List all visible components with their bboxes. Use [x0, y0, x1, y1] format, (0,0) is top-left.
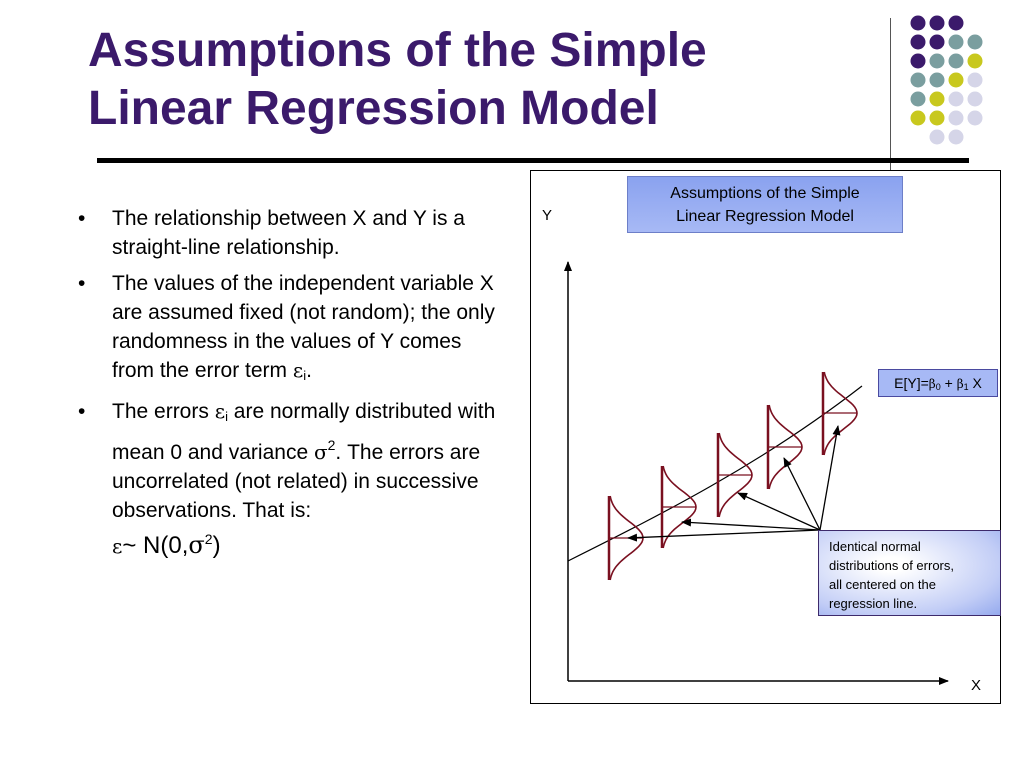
- decorative-dot-purple: [910, 34, 926, 50]
- epsilon-symbol: ε: [214, 399, 226, 423]
- pointer-arrow: [627, 529, 821, 542]
- note-line: regression line.: [829, 596, 918, 611]
- sigma-symbol: σ: [188, 531, 205, 559]
- period: .: [306, 359, 312, 382]
- superscript-2: 2: [204, 531, 213, 547]
- decorative-dot-lavender: [967, 72, 983, 88]
- bullet-text: are normally distributed with mean 0 and…: [112, 400, 496, 464]
- title-underline: [97, 158, 969, 163]
- error-distribution-note: Identical normal distributions of errors…: [818, 530, 1001, 616]
- equation-x: X: [968, 375, 982, 391]
- decorative-dot-lavender: [948, 91, 964, 107]
- note-line: all centered on the: [829, 577, 936, 592]
- epsilon-symbol: ε: [292, 358, 304, 382]
- diagram-title-line2: Linear Regression Model: [676, 208, 854, 225]
- bullet-text: The values of the independent variable X…: [112, 272, 495, 382]
- subscript-0: 0: [935, 382, 941, 392]
- epsilon-symbol: ε: [112, 534, 123, 558]
- decorative-dot-yellow: [929, 110, 945, 126]
- slide-title-line2: Linear Regression Model: [88, 82, 659, 135]
- bullet-text: The errors are uncorrelated (not related…: [112, 441, 481, 522]
- normal-notation: ~ N(0,: [122, 532, 189, 559]
- decorative-dot-yellow: [967, 53, 983, 69]
- bullet-item: The relationship between X and Y is a st…: [78, 204, 498, 262]
- decorative-dot-purple: [948, 15, 964, 31]
- decorative-dot-purple: [910, 53, 926, 69]
- decorative-dot-lavender: [948, 110, 964, 126]
- decorative-dot-teal: [910, 72, 926, 88]
- slide-title: Assumptions of the Simple Linear Regress…: [88, 22, 848, 138]
- diagram-title-line1: Assumptions of the Simple: [670, 185, 860, 202]
- subscript-i: i: [225, 409, 228, 424]
- pointer-arrow: [681, 518, 821, 531]
- decorative-vertical-rule: [890, 18, 891, 178]
- bullet-text: The relationship between X and Y is a st…: [112, 207, 465, 259]
- beta-symbol: β: [956, 377, 964, 391]
- subscript-1: 1: [963, 382, 969, 392]
- note-line: Identical normal: [829, 539, 921, 554]
- decorative-dot-purple: [929, 34, 945, 50]
- decorative-dot-teal: [967, 34, 983, 50]
- pointer-arrow: [737, 492, 821, 531]
- equation-lhs: E[Y]=: [894, 375, 929, 391]
- period: .: [335, 441, 342, 464]
- sigma-symbol: σ: [313, 440, 328, 464]
- diagram-title-box: Assumptions of the Simple Linear Regress…: [627, 176, 903, 233]
- decorative-dot-teal: [910, 91, 926, 107]
- decorative-dot-teal: [929, 72, 945, 88]
- decorative-dot-yellow: [948, 72, 964, 88]
- bullet-item: The values of the independent variable X…: [78, 269, 498, 390]
- decorative-dot-purple: [929, 15, 945, 31]
- beta-symbol: β: [928, 377, 936, 391]
- decorative-dot-purple: [910, 15, 926, 31]
- bullet-item: The errors εi are normally distributed w…: [78, 397, 498, 561]
- decorative-dot-lavender: [967, 110, 983, 126]
- decorative-dot-teal: [948, 34, 964, 50]
- decorative-dot-lavender: [929, 129, 945, 145]
- decorative-dot-yellow: [910, 110, 926, 126]
- decorative-dot-lavender: [948, 129, 964, 145]
- x-axis-label: X: [971, 677, 982, 694]
- plus-sign: +: [940, 375, 957, 391]
- bullet-list: The relationship between X and Y is a st…: [78, 204, 498, 568]
- closing-paren: ): [212, 532, 221, 559]
- decorative-dot-grid: [910, 15, 983, 145]
- decorative-dot-yellow: [929, 91, 945, 107]
- y-axis-label: Y: [542, 207, 553, 224]
- pointer-arrow: [783, 457, 821, 531]
- decorative-dot-teal: [948, 53, 964, 69]
- slide-title-line1: Assumptions of the Simple: [88, 24, 707, 77]
- superscript-2: 2: [327, 437, 336, 453]
- regression-equation-box: E[Y]=β0 + β1 X: [878, 369, 998, 397]
- bullet-text: The errors: [112, 400, 215, 423]
- pointer-arrow: [819, 425, 841, 531]
- decorative-dot-teal: [929, 53, 945, 69]
- subscript-i: i: [303, 368, 307, 383]
- decorative-dot-lavender: [967, 91, 983, 107]
- note-line: distributions of errors,: [829, 558, 954, 573]
